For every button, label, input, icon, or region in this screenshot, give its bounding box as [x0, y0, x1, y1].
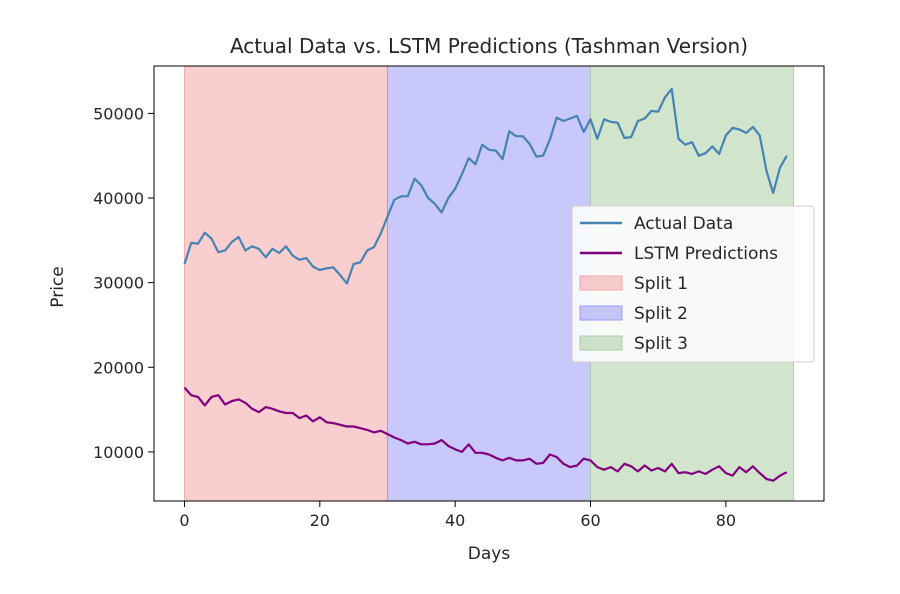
- legend-box: [571, 205, 815, 363]
- legend: Actual Data LSTM Predictions Split 1 Split …: [571, 205, 815, 363]
- series-line-lstm-predictions: [183, 386, 788, 482]
- chart-title: Actual Data vs. LSTM Predictions (Tashma…: [230, 34, 748, 58]
- legend-swatch-split-3: [579, 335, 623, 351]
- y-axis-label: Price: [48, 266, 68, 307]
- y-tick-label: 50000: [93, 104, 144, 123]
- axes-frame: [153, 65, 825, 502]
- x-tick-label: 60: [580, 511, 600, 530]
- legend-label-split-2: Split 2: [634, 304, 688, 324]
- series-line-actual-data: [183, 87, 788, 285]
- region-split-1: [183, 65, 388, 502]
- legend-label-lstm-predictions: LSTM Predictions: [634, 244, 778, 264]
- region-split-2: [386, 65, 592, 502]
- series-lines: [183, 87, 788, 482]
- legend-label-actual-data: Actual Data: [634, 214, 733, 234]
- x-tick-label: 40: [445, 511, 465, 530]
- x-tick-label: 80: [716, 511, 736, 530]
- x-axis-ticks: 0 20 40 60 80: [179, 501, 736, 530]
- x-axis-label: Days: [468, 544, 511, 564]
- x-tick-label: 20: [310, 511, 330, 530]
- legend-swatch-split-2: [579, 305, 623, 321]
- y-axis-ticks: 10000 20000 30000 40000 50000: [93, 104, 154, 462]
- legend-label-split-1: Split 1: [634, 274, 688, 294]
- x-tick-label: 0: [179, 511, 189, 530]
- y-tick-label: 10000: [93, 443, 144, 462]
- y-tick-label: 30000: [93, 274, 144, 293]
- y-tick-label: 20000: [93, 358, 144, 377]
- y-tick-label: 40000: [93, 189, 144, 208]
- legend-swatch-split-1: [579, 275, 623, 291]
- legend-label-split-3: Split 3: [634, 334, 688, 354]
